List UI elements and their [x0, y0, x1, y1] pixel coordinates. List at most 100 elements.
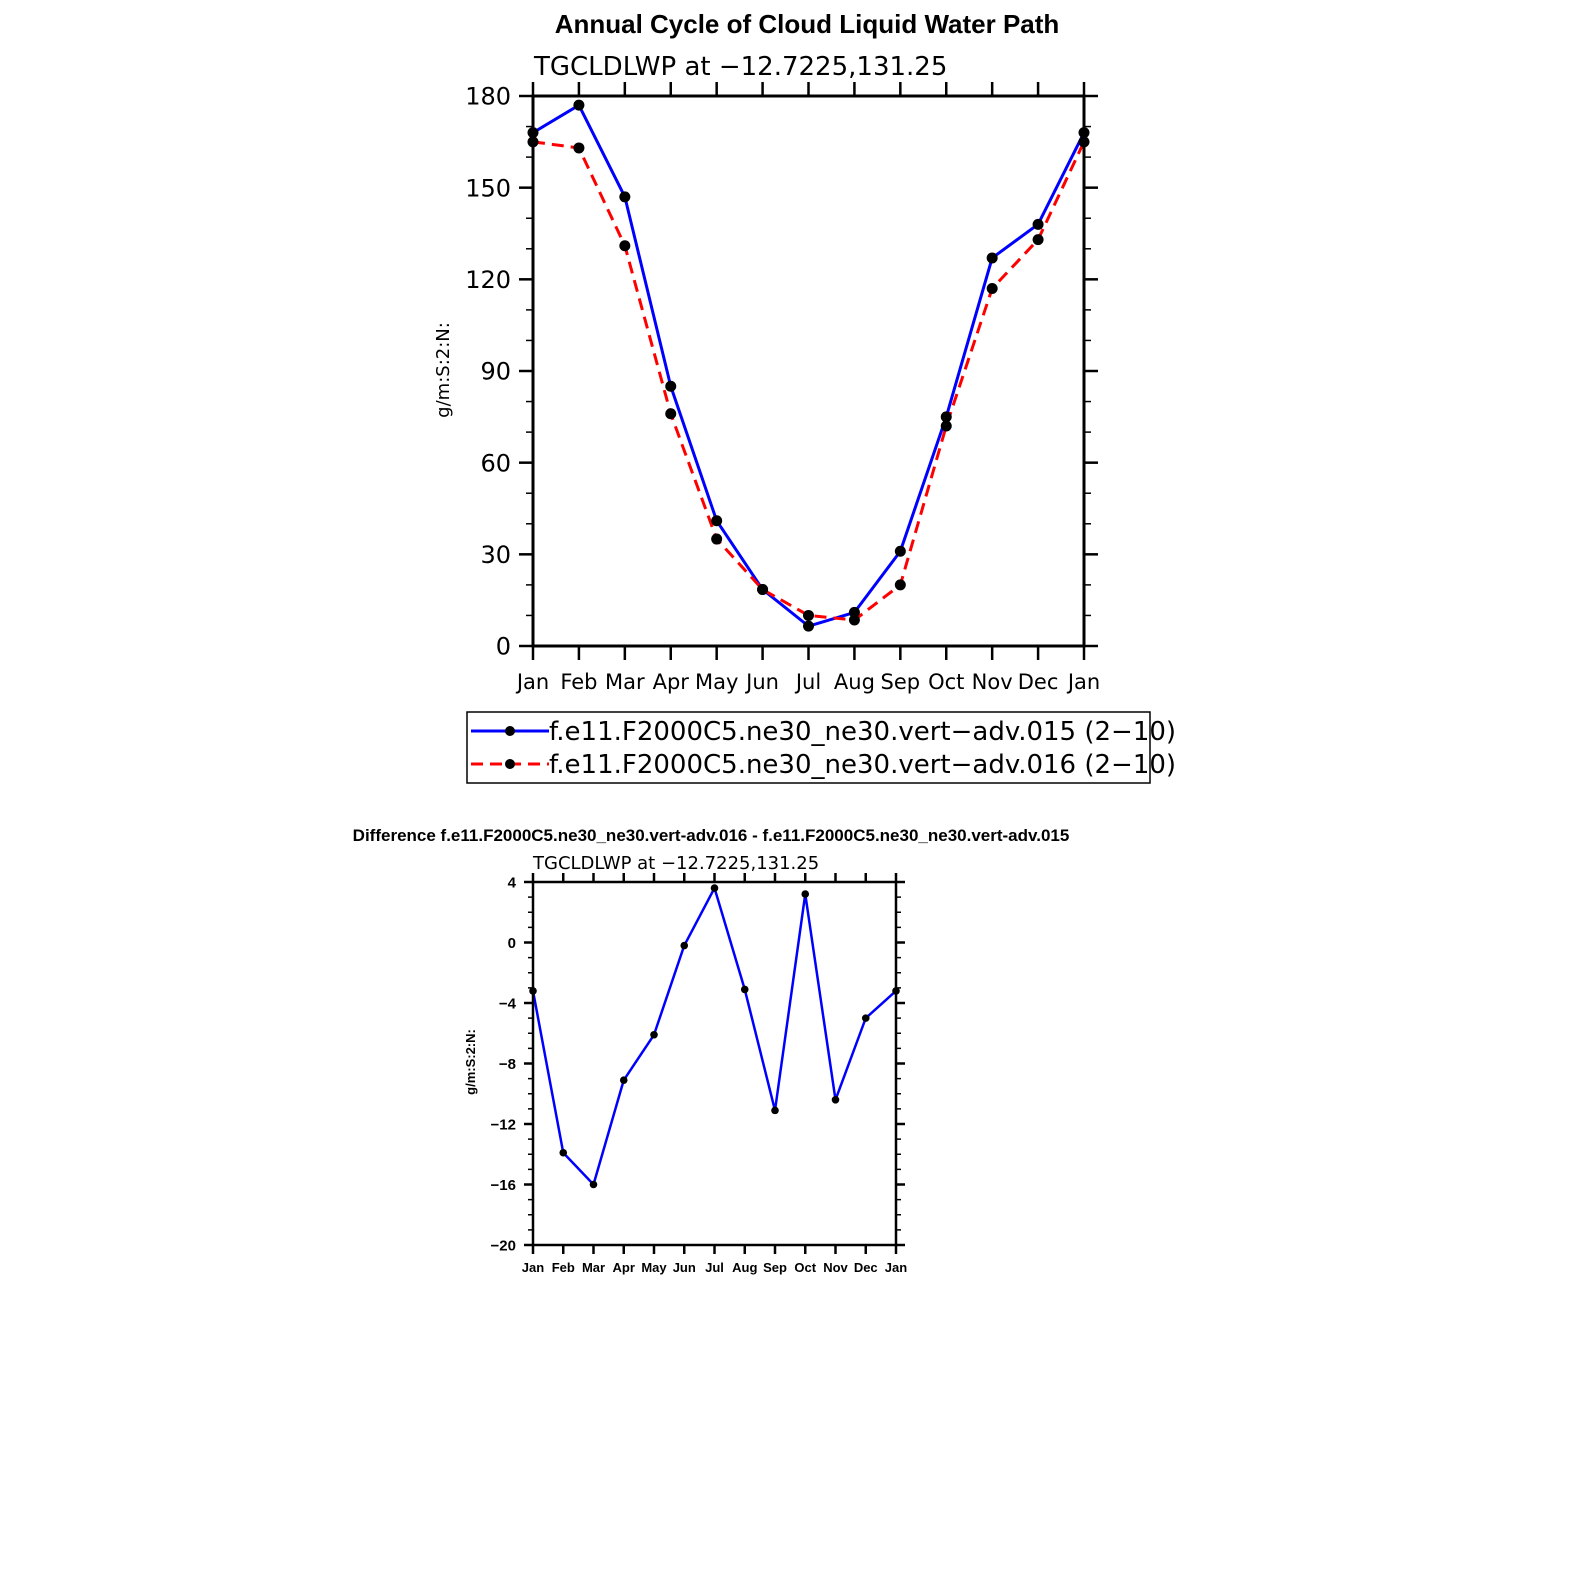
c2-xtick-label: Jan	[522, 1260, 544, 1275]
c2-xtick-label: Jan	[885, 1260, 907, 1275]
c1-series-0-point	[986, 252, 998, 264]
c2-xtick-label: May	[641, 1260, 667, 1275]
legend-marker-0	[505, 726, 515, 736]
c1-xtick-label: Jun	[744, 670, 779, 694]
c2-series-0-point	[619, 1076, 628, 1084]
c2-ytick-label: −8	[499, 1056, 516, 1073]
c2-ytick-label: −20	[491, 1237, 516, 1254]
c1-series-1-point	[848, 614, 860, 626]
c1-xtick-label: Apr	[653, 670, 690, 694]
c1-series-1-point	[665, 408, 677, 420]
c1-ytick-label: 180	[465, 83, 511, 111]
c2-series-0-point	[831, 1096, 840, 1104]
c1-ytick-label: 60	[480, 449, 511, 477]
c1-series-1-point	[757, 583, 769, 595]
c1-series-1-point	[1032, 234, 1044, 246]
chart2-ylabel: g/m:S:2:N:	[463, 1029, 478, 1095]
legend-box	[466, 711, 1151, 784]
chart1-plot-frame	[531, 94, 1086, 648]
c2-ytick-label: −16	[491, 1177, 516, 1194]
c2-series-0-point	[589, 1180, 598, 1189]
c1-series-1-point	[803, 609, 814, 621]
chart1-series	[527, 99, 1090, 632]
c1-ytick-label: 0	[496, 633, 511, 661]
c1-xtick-label: Nov	[972, 670, 1013, 694]
c1-series-1-point	[940, 420, 952, 432]
c1-series-0-point	[665, 380, 677, 392]
c2-series-0-point	[801, 890, 810, 898]
c2-xtick-label: Dec	[854, 1260, 878, 1275]
c2-series-0-point	[771, 1106, 779, 1115]
c2-xtick-label: Sep	[763, 1260, 787, 1275]
legend-entry-0: f.e11.F2000C5.ne30_ne30.vert−adv.015 (2−…	[471, 717, 1176, 747]
chart1-legend: f.e11.F2000C5.ne30_ne30.vert−adv.015 (2−…	[466, 711, 1176, 784]
c2-xtick-label: Apr	[613, 1260, 635, 1275]
chart1-title: Annual Cycle of Cloud Liquid Water Path	[555, 9, 1060, 39]
chart2-y-tick-labels: −20 −16 −12 −8 −4 0 4	[491, 874, 517, 1254]
c1-series-0-point	[619, 191, 631, 203]
c2-xtick-label: Jun	[673, 1260, 696, 1275]
chart2-ticks	[524, 873, 905, 1254]
c1-xtick-label: Jan	[515, 670, 549, 694]
c1-xtick-label: Oct	[928, 670, 964, 694]
legend-entry-1: f.e11.F2000C5.ne30_ne30.vert−adv.016 (2−…	[471, 750, 1176, 780]
chart2-x-tick-labels: Jan Feb Mar Apr May Jun Jul Aug Sep Oct Nov Dec Jan	[522, 1260, 907, 1275]
chart1-ticks	[519, 82, 1098, 660]
c2-xtick-label: Nov	[823, 1260, 848, 1275]
c1-xtick-label: Mar	[605, 670, 645, 694]
c1-series-0-point	[803, 620, 814, 632]
c1-ytick-label: 90	[480, 358, 511, 386]
legend-marker-1	[505, 759, 515, 769]
legend-label-1: f.e11.F2000C5.ne30_ne30.vert−adv.016 (2−…	[549, 750, 1176, 780]
c1-xtick-label: May	[695, 670, 738, 694]
c1-series-1-point	[986, 283, 998, 294]
c1-xtick-label: Jan	[1066, 670, 1100, 694]
c1-xtick-label: Feb	[560, 670, 597, 694]
c2-ytick-label: −4	[499, 995, 517, 1012]
c2-series-0-point	[740, 985, 749, 994]
c1-series-1-point	[711, 533, 723, 545]
chart2-subtitle: TGCLDLWP at −12.7225,131.25	[532, 853, 819, 874]
c1-ytick-label: 150	[465, 174, 511, 202]
c2-xtick-label: Feb	[552, 1260, 575, 1275]
c1-series-0-point	[1032, 218, 1044, 230]
c1-ytick-label: 30	[480, 541, 511, 569]
c2-ytick-label: −12	[491, 1116, 516, 1133]
c2-xtick-label: Jul	[705, 1260, 724, 1275]
c2-xtick-label: Mar	[582, 1260, 605, 1275]
chart1-ylabel: g/m:S:2:N:	[433, 322, 454, 418]
chart1-subtitle: TGCLDLWP at −12.7225,131.25	[533, 52, 947, 82]
c1-series-0-point	[894, 545, 906, 557]
c1-xtick-label: Dec	[1018, 670, 1059, 694]
c2-ytick-label: 0	[508, 935, 516, 952]
c2-series-0-point	[650, 1030, 658, 1039]
c2-xtick-label: Aug	[732, 1260, 757, 1275]
c1-xtick-label: Aug	[834, 670, 875, 694]
c2-series-line-0	[531, 886, 897, 1186]
c2-series-0-point	[680, 941, 689, 950]
c1-xtick-label: Jul	[794, 670, 821, 694]
chart1-y-tick-labels: 0 30 60 90 120 150 180	[465, 83, 511, 661]
c1-series-1-point	[573, 142, 585, 154]
c2-series-0-point	[559, 1148, 568, 1157]
c2-xtick-label: Oct	[794, 1260, 816, 1275]
c2-series-0-point	[861, 1014, 870, 1022]
c1-ytick-label: 120	[465, 266, 511, 294]
chart1-x-tick-labels: Jan Feb Mar Apr May Jun Jul Aug Sep Oct Nov Dec Jan	[515, 670, 1100, 694]
c1-series-0-point	[573, 99, 585, 111]
chart2-title: Difference f.e11.F2000C5.ne30_ne30.vert-…	[353, 826, 1070, 845]
c1-series-line-1	[532, 140, 1086, 622]
legend-label-0: f.e11.F2000C5.ne30_ne30.vert−adv.015 (2−…	[549, 717, 1176, 747]
c2-ytick-label: 4	[508, 874, 517, 891]
c1-series-0-point	[711, 515, 723, 527]
c2-series-0-point	[710, 884, 719, 892]
c1-series-0-point	[940, 411, 952, 423]
c1-series-1-point	[619, 240, 631, 252]
chart2-plot-frame	[531, 880, 898, 1247]
chart2-series	[529, 884, 900, 1189]
c1-xtick-label: Sep	[881, 670, 921, 694]
c1-series-0-point	[848, 606, 860, 618]
c1-series-line-0	[532, 103, 1086, 628]
c1-series-1-point	[894, 579, 906, 591]
